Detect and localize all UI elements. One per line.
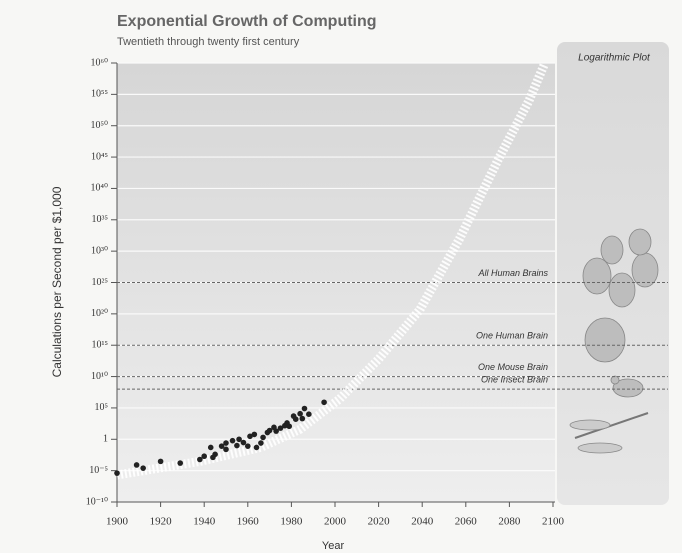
x-tick-label: 2020 [368, 516, 391, 528]
x-tick-label: 2080 [498, 516, 521, 528]
data-point [157, 458, 164, 465]
data-point [258, 440, 264, 446]
y-tick-label: 10⁶⁰ [91, 57, 109, 68]
data-point [218, 443, 225, 449]
data-point [240, 439, 247, 446]
data-point [201, 453, 207, 460]
panel-label: Logarithmic Plot [578, 53, 651, 64]
y-tick-label: 10³⁵ [92, 214, 108, 225]
x-tick-label: 2100 [542, 516, 565, 528]
x-tick-label: 1940 [193, 516, 216, 528]
x-tick-label: 1960 [237, 516, 260, 528]
y-tick-label: 10⁴⁵ [91, 151, 108, 162]
data-point [301, 405, 308, 412]
y-tick-label: 10¹⁰ [91, 371, 108, 382]
data-point [292, 416, 299, 422]
data-point [114, 470, 120, 476]
x-tick-label: 2040 [411, 516, 434, 528]
data-point [251, 431, 258, 438]
data-point [299, 415, 306, 422]
y-tick-label: 10⁵⁵ [91, 89, 108, 100]
illustrations [569, 228, 659, 454]
data-point [245, 443, 251, 449]
data-point [234, 442, 240, 449]
y-tick-label: 10⁵⁰ [91, 120, 109, 131]
reference-label: One Human Brain [476, 331, 548, 341]
chart-subtitle: Twentieth through twenty first century [117, 36, 300, 48]
data-point [277, 425, 284, 431]
y-axis-label: Calculations per Second per $1,000 [50, 186, 64, 377]
x-tick-label: 1980 [280, 516, 303, 528]
x-tick-label: 2000 [324, 516, 347, 528]
y-tick-label: 10⁴⁰ [91, 183, 109, 194]
reference-label: One Mouse Brain [478, 362, 548, 372]
y-tick-label: 10⁵ [95, 402, 109, 413]
data-point [223, 446, 229, 453]
x-tick-label: 2060 [455, 516, 478, 528]
trend-curve [116, 62, 549, 480]
data-point [321, 399, 327, 406]
data-point [229, 437, 236, 444]
data-point [207, 444, 214, 451]
y-tick-label: 10²⁵ [92, 277, 108, 288]
y-tick-label: 10¹⁵ [92, 340, 108, 351]
y-tick-label: 10⁻⁵ [89, 465, 108, 476]
y-tick-label: 10⁻¹⁰ [86, 496, 108, 507]
data-point [266, 427, 273, 434]
data-point [286, 423, 293, 430]
data-point [236, 436, 242, 443]
reference-label: One Insect Brain [481, 374, 548, 384]
reference-label: All Human Brains [477, 268, 548, 278]
chart-title: Exponential Growth of Computing [117, 13, 377, 30]
data-point [247, 433, 253, 440]
data-point [253, 444, 260, 451]
y-tick-label: 10²⁰ [91, 308, 108, 319]
data-point [212, 451, 218, 458]
data-point [177, 460, 184, 466]
y-tick-label: 10³⁰ [91, 245, 108, 256]
data-point [273, 428, 279, 434]
y-tick-label: 1 [103, 434, 108, 445]
data-point [197, 456, 203, 463]
data-point [223, 440, 229, 446]
x-axis-label: Year [322, 540, 345, 552]
data-point [260, 434, 266, 441]
data-point [297, 410, 303, 417]
x-tick-label: 1900 [106, 516, 129, 528]
x-tick-label: 1920 [150, 516, 173, 528]
data-point [306, 411, 312, 418]
data-point [133, 462, 140, 468]
data-point [140, 465, 146, 471]
